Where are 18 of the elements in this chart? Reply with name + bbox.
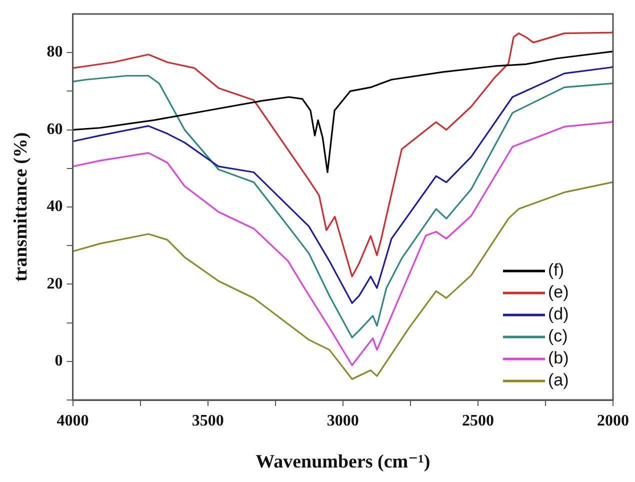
x-tick-label: 2500 <box>462 412 494 430</box>
legend-label: (b) <box>548 348 569 368</box>
x-tick-label: 2000 <box>597 412 629 430</box>
y-tick-label: 40 <box>46 198 63 216</box>
x-tick-label: 4000 <box>56 412 89 430</box>
y-tick-label: 60 <box>46 120 63 138</box>
legend-label: (d) <box>548 304 569 324</box>
x-tick-label: 3000 <box>326 412 359 430</box>
y-tick-label: 20 <box>46 275 63 292</box>
x-axis-title: Wavenumbers (cm⁻¹) <box>256 452 430 473</box>
x-tick-label: 3500 <box>192 412 224 430</box>
legend-label: (a) <box>548 370 569 390</box>
y-tick-label: 0 <box>54 352 63 370</box>
legend-label: (f) <box>548 260 564 280</box>
y-tick-label: 80 <box>46 44 63 61</box>
y-axis-title: transmittance (%) <box>10 132 32 282</box>
legend-label: (c) <box>548 326 568 346</box>
legend-label: (e) <box>548 282 569 302</box>
